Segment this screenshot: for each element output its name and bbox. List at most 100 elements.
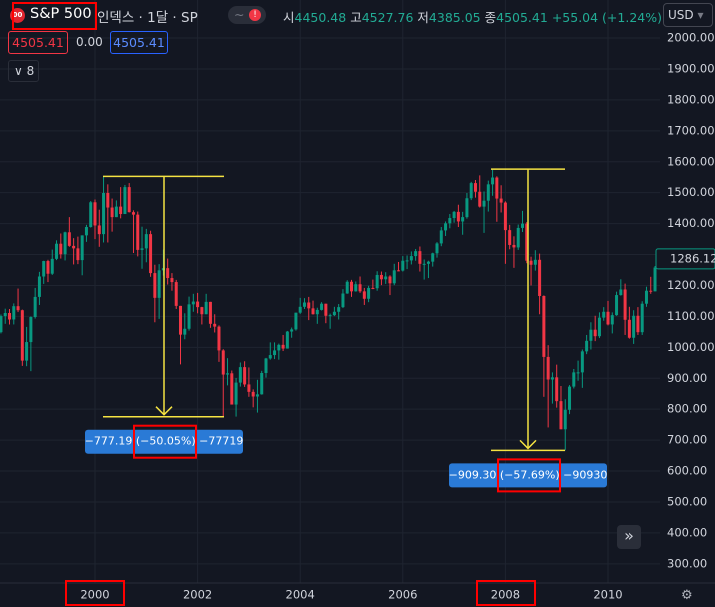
candle-body [59,243,63,255]
candle-body [281,344,285,349]
candle-body [640,303,644,333]
candle-body [512,244,516,248]
candle-body [320,303,324,310]
candle-body [166,268,170,279]
candle-body [585,340,589,352]
candle-body [354,284,358,292]
y-tick-label: 1800.00 [667,92,715,106]
y-tick-label: 800.00 [667,402,707,416]
candle-body [67,232,71,246]
candle-body [636,315,640,333]
candle-body [491,177,495,185]
sell-price[interactable]: 4505.41 [8,31,68,54]
candle-body [221,350,225,375]
measure-change: −777.19 [85,435,133,448]
candle-body [226,373,230,375]
candle-body [84,227,88,236]
candle-body [251,391,255,397]
ohlc-value: 4527.76 [361,10,414,25]
candle-body [610,315,614,325]
y-tick-label: 900.00 [667,371,707,385]
candle-body [127,187,131,213]
candle-body [46,261,50,274]
candle-body [337,307,341,312]
candle-body [187,304,191,329]
measure-percent: (−50.05%) [136,435,196,448]
scroll-button[interactable]: » [617,525,641,549]
candle-body [243,367,247,385]
candle-body [521,223,524,228]
measure-box [449,463,607,488]
candle-body [307,302,311,309]
candle-body [615,295,619,316]
candle-body [179,305,182,335]
candle-body [50,258,54,274]
indicator-count: 8 [26,64,35,78]
candle-body [426,261,430,264]
symbol[interactable]: S&P 500 [30,6,92,22]
last-price-tag [655,248,715,270]
measure-box [85,429,243,454]
candle-body [559,401,563,430]
ohlc-label: 고 [350,10,362,25]
settings-button[interactable]: ⚙ [681,588,693,603]
highlight-box [476,580,536,606]
buy-price[interactable]: 4505.41 [110,31,168,54]
x-tick-label: 2004 [286,588,315,602]
ohlc-row: 시4450.48 고4527.76 저4385.05 종4505.41 +55.… [283,7,662,26]
candle-body [452,211,456,219]
candle-body [191,301,195,305]
status-pill[interactable]: ∼ ! [228,6,266,24]
candle-body [213,323,217,327]
ohlc-value: 4505.41 [496,10,548,25]
candle-body [55,243,59,259]
ohlc-label: 종 [484,10,497,25]
candle-body [516,227,520,248]
candle-body [431,253,435,262]
indicator-toggle[interactable]: ∨ 8 [8,60,39,82]
y-tick-label: 400.00 [667,525,707,539]
candle-body [602,311,606,318]
candle-body [290,329,294,332]
y-tick-label: 600.00 [667,464,707,478]
candle-body [593,329,597,337]
candle-body [508,230,512,245]
candle-body [76,248,80,261]
candle-body [264,358,268,373]
ohlc-label: 저 [417,10,429,25]
candle-body [174,282,178,306]
candle-body [388,276,392,284]
candle-body [302,302,306,307]
candle-body [384,276,388,280]
y-tick-label: 1900.00 [667,61,715,75]
candle-body [439,230,443,244]
candle-body [200,307,204,315]
candle-body [572,372,576,387]
x-tick-label: 2008 [491,588,520,602]
highlight-box [497,458,561,493]
highlight-box [12,2,97,30]
candle-body [72,245,76,249]
candle-body [131,212,135,215]
candle-body [397,270,401,272]
candle-body [12,306,16,320]
ohlc-value: 4385.05 [428,10,481,25]
candle-body [8,312,11,320]
candle-body [448,218,452,224]
measure-percent: (−57.69%) [500,468,560,481]
candle-body [324,303,328,316]
y-tick-label: 1600.00 [667,154,715,168]
candle-body [418,251,422,264]
candle-body [153,273,157,298]
candle-body [345,281,349,294]
candle-body [311,308,315,315]
spread: 0.00 [76,35,103,49]
currency-select[interactable]: USD ▾ [663,3,713,27]
arrow-head [155,406,173,416]
candle-body [97,225,101,235]
candle-body [332,311,336,316]
currency: USD [668,8,694,22]
candle-body [362,291,366,299]
